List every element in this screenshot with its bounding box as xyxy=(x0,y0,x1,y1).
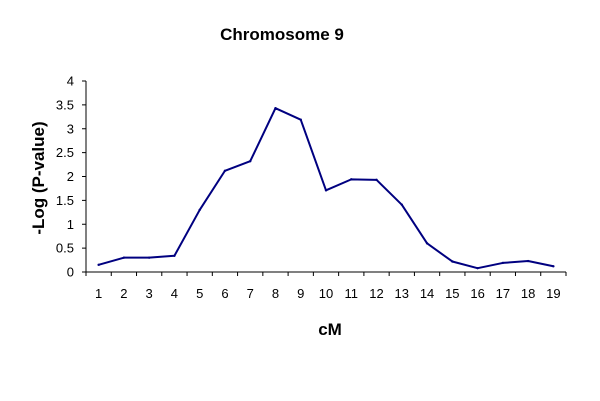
axes xyxy=(85,81,566,273)
data-point xyxy=(552,265,555,268)
x-tick-label: 16 xyxy=(470,286,484,301)
x-tick-label: 3 xyxy=(146,286,153,301)
x-tick-label: 5 xyxy=(196,286,203,301)
data-point xyxy=(526,259,530,263)
data-point xyxy=(451,260,454,263)
x-tick-label: 12 xyxy=(369,286,383,301)
series-group xyxy=(97,107,555,270)
data-point xyxy=(198,208,201,212)
y-tick-label: 1 xyxy=(67,217,74,232)
data-point xyxy=(501,261,505,265)
y-tick-label: 4 xyxy=(67,74,74,89)
x-tick-label: 6 xyxy=(221,286,228,301)
x-axis-ticks: 1 2 3 4 5 6 7 8 9 10 11 12 13 14 15 16 17 18 19 xyxy=(85,272,567,301)
data-point xyxy=(122,256,126,259)
data-point xyxy=(97,263,100,267)
data-point xyxy=(147,256,151,259)
x-tick-label: 17 xyxy=(496,286,510,301)
x-tick-label: 4 xyxy=(171,286,178,301)
x-tick-label: 8 xyxy=(272,286,279,301)
y-axis-ticks: 0 0.5 1 1.5 2 2.5 3 3.5 4 xyxy=(56,74,86,280)
x-tick-label: 11 xyxy=(345,286,359,301)
data-point xyxy=(375,178,378,182)
x-tick-label: 2 xyxy=(120,286,127,301)
chart-title: Chromosome 9 xyxy=(220,25,344,44)
data-point xyxy=(249,160,252,163)
x-tick-label: 15 xyxy=(445,286,459,301)
data-point xyxy=(223,169,227,172)
x-tick-label: 10 xyxy=(319,286,333,301)
data-point xyxy=(425,242,429,245)
x-tick-label: 9 xyxy=(297,286,304,301)
y-tick-label: 3.5 xyxy=(56,97,74,112)
y-axis-label: -Log (P-value) xyxy=(29,121,48,234)
x-tick-label: 1 xyxy=(95,286,102,301)
x-tick-label: 18 xyxy=(521,286,535,301)
y-tick-label: 0.5 xyxy=(56,241,74,256)
data-point xyxy=(476,266,479,270)
y-tick-label: 0 xyxy=(67,265,74,280)
y-tick-label: 2.5 xyxy=(56,145,74,160)
series-line xyxy=(98,107,554,270)
x-tick-label: 13 xyxy=(395,286,409,301)
y-tick-label: 2 xyxy=(67,169,74,184)
x-tick-label: 14 xyxy=(420,286,434,301)
y-tick-label: 3 xyxy=(67,121,74,136)
x-tick-label: 7 xyxy=(247,286,254,301)
data-point xyxy=(400,203,403,206)
x-axis-label: cM xyxy=(318,320,342,339)
data-point xyxy=(299,118,302,121)
data-point xyxy=(274,107,277,110)
y-tick-label: 1.5 xyxy=(56,193,74,208)
data-point xyxy=(350,178,353,181)
data-point xyxy=(324,189,328,192)
data-point xyxy=(173,254,176,257)
x-tick-label: 19 xyxy=(546,286,560,301)
